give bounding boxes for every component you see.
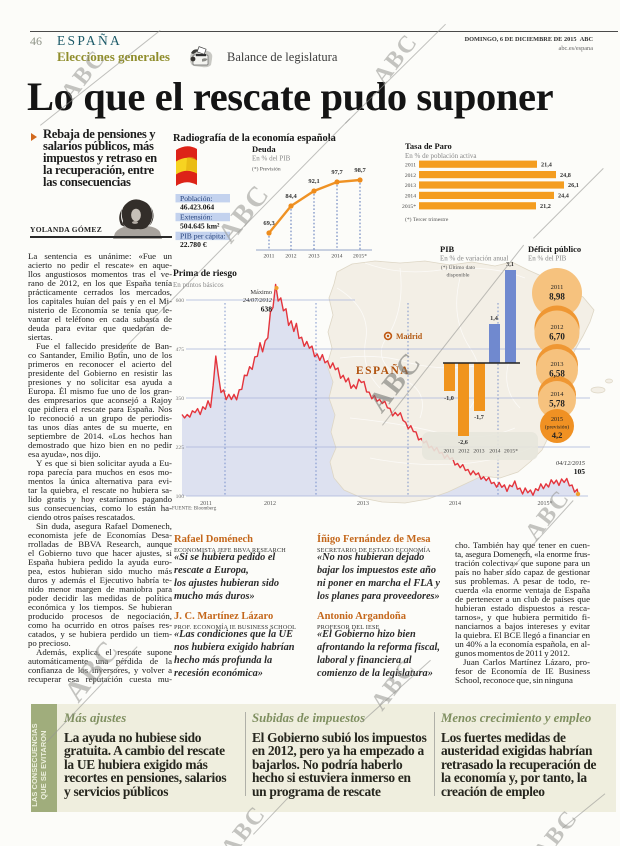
svg-text:FUENTE: Bloomberg: FUENTE: Bloomberg [172,507,217,512]
svg-text:46.423.064: 46.423.064 [180,202,214,211]
svg-text:PIB: PIB [440,244,455,254]
svg-text:-1,7: -1,7 [474,414,484,421]
svg-text:PIB per cápita:: PIB per cápita: [180,232,226,241]
svg-text:2011: 2011 [200,501,212,507]
svg-text:2011: 2011 [444,449,455,455]
svg-text:92,1: 92,1 [308,178,319,185]
svg-text:En puntos básicos: En puntos básicos [173,281,224,289]
svg-text:2015*: 2015* [538,501,553,507]
svg-text:26,1: 26,1 [568,182,579,189]
svg-text:5,78: 5,78 [549,399,565,409]
svg-text:6,70: 6,70 [549,332,565,342]
svg-text:225: 225 [176,445,185,451]
svg-text:24,8: 24,8 [560,172,571,179]
svg-text:2011: 2011 [551,284,564,291]
svg-text:Máximo: Máximo [250,289,272,296]
svg-text:-1,0: -1,0 [444,395,454,402]
svg-text:2014: 2014 [331,254,342,260]
svg-text:24,4: 24,4 [558,193,569,200]
svg-text:2012: 2012 [458,449,469,455]
svg-text:69,3: 69,3 [263,220,275,227]
svg-text:2012: 2012 [551,324,564,331]
svg-text:21,2: 21,2 [540,203,551,210]
svg-text:2014: 2014 [449,501,461,507]
svg-text:(*) Último dato: (*) Último dato [441,263,475,271]
svg-text:(*) Tercer trimestre: (*) Tercer trimestre [405,216,449,223]
svg-text:2014: 2014 [489,449,500,455]
svg-text:2013: 2013 [308,254,319,260]
svg-text:2013: 2013 [357,501,369,507]
svg-text:105: 105 [574,467,586,476]
svg-text:(*) Previsión: (*) Previsión [252,166,281,173]
svg-text:21,4: 21,4 [541,161,552,168]
svg-text:2013: 2013 [551,361,564,368]
svg-text:2015*: 2015* [353,254,367,260]
svg-text:6,58: 6,58 [549,369,565,379]
svg-text:Prima de riesgo: Prima de riesgo [173,269,237,279]
svg-text:Déficit público: Déficit público [528,244,581,254]
svg-text:2012: 2012 [264,501,276,507]
svg-text:Población:: Población: [180,194,212,203]
svg-text:-2,6: -2,6 [458,439,468,446]
svg-text:100: 100 [176,494,185,500]
svg-text:En % de variación anual: En % de variación anual [440,255,508,263]
svg-text:2012: 2012 [285,254,296,260]
svg-text:98,7: 98,7 [354,167,366,174]
svg-text:Madrid: Madrid [396,332,423,341]
svg-text:600: 600 [176,298,185,304]
svg-text:disponible: disponible [447,273,470,279]
svg-text:2015*: 2015* [504,449,518,455]
svg-text:ESPAÑA: ESPAÑA [356,363,410,377]
svg-text:97,7: 97,7 [331,169,343,176]
svg-text:2012: 2012 [405,173,416,179]
svg-text:Radiografía de la economía esp: Radiografía de la economía española [173,133,337,144]
svg-text:Deuda: Deuda [252,144,276,154]
svg-text:2014: 2014 [551,391,565,398]
svg-text:(previsión): (previsión) [545,424,569,431]
svg-text:2013: 2013 [405,183,416,189]
svg-text:475: 475 [176,347,185,353]
svg-text:En % de población activa: En % de población activa [405,152,477,160]
svg-text:3,1: 3,1 [506,261,514,268]
svg-text:En % del PIB: En % del PIB [528,255,567,263]
svg-text:504.645 km²: 504.645 km² [180,221,220,230]
svg-text:8,98: 8,98 [549,292,565,302]
svg-text:22.780 €: 22.780 € [180,240,207,249]
svg-text:4,2: 4,2 [552,430,563,440]
svg-text:2015*: 2015* [402,204,416,210]
svg-text:2011: 2011 [405,162,416,168]
svg-text:2015: 2015 [551,417,563,423]
svg-text:Extensión:: Extensión: [180,213,212,222]
svg-text:2013: 2013 [473,449,484,455]
svg-text:350: 350 [176,396,185,402]
svg-text:Tasa de Paro: Tasa de Paro [405,141,452,151]
svg-text:24/07/2012: 24/07/2012 [243,297,273,304]
svg-text:2014: 2014 [405,194,416,200]
svg-text:1,4: 1,4 [490,315,498,322]
svg-text:2011: 2011 [264,254,275,260]
svg-text:En % del PIB: En % del PIB [252,155,291,163]
svg-text:04/12/2015: 04/12/2015 [556,460,585,467]
svg-text:84,4: 84,4 [285,193,297,200]
svg-text:638: 638 [261,305,273,314]
